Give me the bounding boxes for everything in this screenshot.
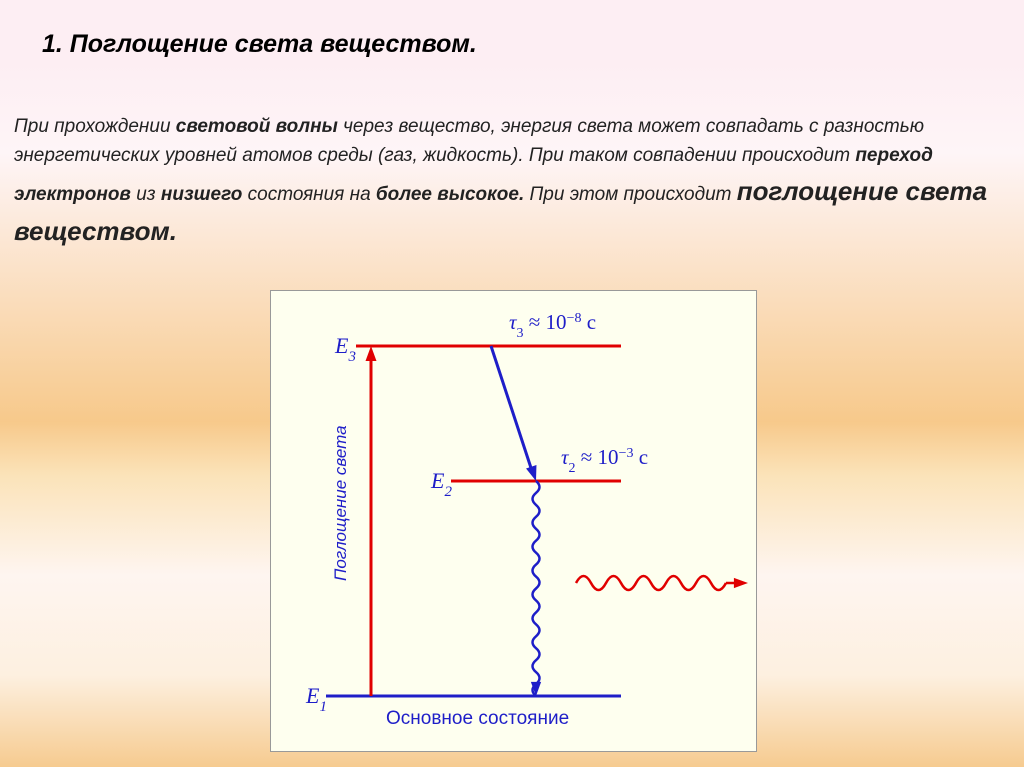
svg-text:Поглощение света: Поглощение света xyxy=(331,425,350,581)
svg-text:E2: E2 xyxy=(430,468,452,500)
text-run-bold: световой волны xyxy=(176,116,338,137)
page-title: 1. Поглощение света веществом. xyxy=(42,30,477,59)
svg-text:Основное состояние: Основное состояние xyxy=(386,708,569,729)
text-run-bold: низшего xyxy=(161,184,243,205)
svg-text:E1: E1 xyxy=(305,683,327,715)
text-run: из xyxy=(131,184,161,205)
svg-text:E3: E3 xyxy=(334,333,356,365)
text-run: При этом происходит xyxy=(524,184,737,205)
svg-text:τ3 ≈ 10−8 c: τ3 ≈ 10−8 c xyxy=(509,310,596,341)
text-run-bold: более высокое. xyxy=(376,184,524,205)
svg-text:τ2 ≈ 10−3 c: τ2 ≈ 10−3 c xyxy=(561,445,648,476)
text-run: При прохождении xyxy=(14,116,176,137)
text-run: состояния на xyxy=(242,184,376,205)
energy-level-diagram: E1 E2 E3 Основное состояние τ3 ≈ 10−8 c τ2 ≈ … xyxy=(270,290,757,752)
intro-paragraph: При прохождении световой волны через вещ… xyxy=(14,112,1010,251)
